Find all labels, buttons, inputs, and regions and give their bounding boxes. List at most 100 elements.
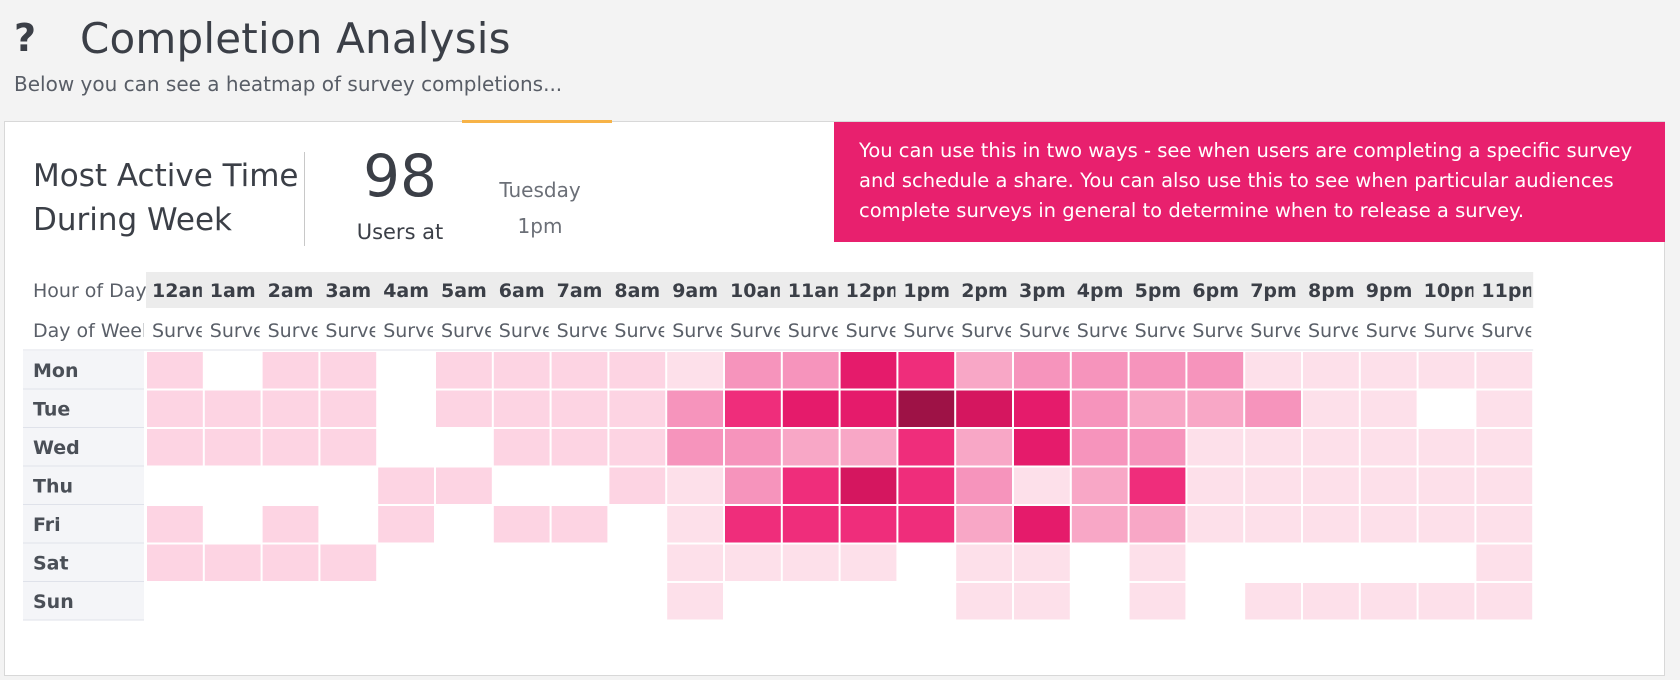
row-label-band-Sun (23, 582, 144, 620)
subheader-22: Surveys (1424, 320, 1500, 342)
heat-cell-Sun-6pm (1187, 583, 1244, 620)
heat-cell-Mon-3am (320, 352, 377, 389)
heat-cell-Wed-6pm (1187, 429, 1244, 466)
heat-cell-Mon-5am (436, 352, 492, 389)
heat-cell-Sat-3am (320, 544, 377, 581)
heat-cell-Fri-8pm (1303, 506, 1359, 543)
kpi-value: 98 (363, 142, 437, 210)
heat-cell-Tue-1pm (898, 390, 955, 427)
heat-cell-Wed-11am (782, 429, 839, 466)
heat-cell-Tue-8am (609, 390, 666, 427)
hour-tick-11am: 11am (788, 280, 847, 302)
heat-cell-Thu-6am (493, 467, 550, 504)
hour-tick-8pm: 8pm (1308, 280, 1355, 302)
heat-cell-Fri-5am (436, 506, 492, 543)
heat-cell-Fri-2am (262, 506, 319, 543)
heat-cell-Mon-9pm (1360, 352, 1417, 389)
heat-cell-Tue-7am (551, 390, 608, 427)
heat-cell-Wed-4pm (1071, 429, 1128, 466)
heat-cell-Sun-3pm (1014, 583, 1070, 620)
heat-cell-Mon-12pm (840, 352, 897, 389)
day-label-Mon: Mon (33, 360, 79, 382)
help-icon[interactable]: ? (14, 16, 37, 60)
heat-cell-Thu-3pm (1014, 467, 1070, 504)
heat-cell-Sun-11pm (1476, 583, 1533, 620)
info-box: You can use this in two ways - see when … (834, 122, 1665, 242)
hour-tick-7am: 7am (557, 280, 603, 302)
heat-cell-Sat-10pm (1418, 544, 1475, 581)
heat-cell-Mon-7am (551, 352, 608, 389)
page-subtitle: Below you can see a heatmap of survey co… (14, 72, 563, 96)
heat-cell-Wed-1am (204, 429, 261, 466)
heat-cell-Sat-9pm (1360, 544, 1417, 581)
kpi-label: Most Active Time During Week (33, 154, 298, 242)
heat-cell-Wed-5am (436, 429, 492, 466)
heat-cell-Tue-11pm (1476, 390, 1533, 427)
heat-cell-Sun-9pm (1360, 583, 1417, 620)
hour-header-band (146, 272, 1534, 308)
heat-cell-Wed-9am (667, 429, 723, 466)
day-label-Wed: Wed (33, 437, 80, 459)
heat-cell-Sun-4pm (1071, 583, 1128, 620)
heat-cell-Thu-10pm (1418, 467, 1475, 504)
subheader-4: Surveys (383, 320, 459, 342)
heat-cell-Thu-5pm (1129, 467, 1186, 504)
heat-cell-Fri-11am (782, 506, 839, 543)
heat-cell-Fri-12am (147, 506, 203, 543)
heat-cell-Sun-1pm (898, 583, 955, 620)
heat-cell-Wed-12am (147, 429, 203, 466)
heat-cell-Wed-3am (320, 429, 377, 466)
heat-cell-Wed-11pm (1476, 429, 1533, 466)
heat-cell-Mon-8pm (1303, 352, 1359, 389)
heat-cell-Wed-2am (262, 429, 319, 466)
heat-cell-Sun-2pm (956, 583, 1012, 620)
heat-cell-Thu-8am (609, 467, 666, 504)
subheader-23: Surveys (1481, 320, 1557, 342)
heat-cell-Sat-1pm (898, 544, 955, 581)
heat-cell-Sat-11pm (1476, 544, 1533, 581)
heat-cell-Sun-12pm (840, 583, 897, 620)
heat-cell-Tue-12am (147, 390, 203, 427)
hour-tick-3am: 3am (325, 280, 371, 302)
heat-cell-Tue-7pm (1245, 390, 1301, 427)
hour-tick-6pm: 6pm (1192, 280, 1239, 302)
heat-cell-Sat-12am (147, 544, 203, 581)
heat-cell-Fri-9am (667, 506, 723, 543)
heat-cell-Sun-5am (436, 583, 492, 620)
subheader-5: Surveys (441, 320, 517, 342)
heat-cell-Tue-3pm (1014, 390, 1070, 427)
heat-cell-Thu-1pm (898, 467, 955, 504)
heat-cell-Sat-8pm (1303, 544, 1359, 581)
subheader-2: Surveys (268, 320, 344, 342)
day-label-Thu: Thu (33, 476, 73, 498)
day-label-Sun: Sun (33, 591, 74, 613)
heat-cell-Thu-2am (262, 467, 319, 504)
heat-cell-Sat-1am (204, 544, 261, 581)
heat-cell-Fri-6pm (1187, 506, 1244, 543)
subheader-11: Surveys (788, 320, 864, 342)
heat-cell-Fri-5pm (1129, 506, 1186, 543)
heat-cell-Wed-1pm (898, 429, 955, 466)
subheader-10: Surveys (730, 320, 806, 342)
day-label-Tue: Tue (33, 399, 70, 421)
heat-cell-Tue-12pm (840, 390, 897, 427)
heat-cell-Tue-6am (493, 390, 550, 427)
heat-cell-Sat-12pm (840, 544, 897, 581)
heat-cell-Sat-4am (378, 544, 434, 581)
heat-cell-Fri-1am (204, 506, 261, 543)
hour-tick-9am: 9am (672, 280, 718, 302)
heat-cell-Thu-1am (204, 467, 261, 504)
hour-tick-9pm: 9pm (1366, 280, 1413, 302)
heat-cell-Fri-9pm (1360, 506, 1417, 543)
heat-cell-Tue-4pm (1071, 390, 1128, 427)
heat-cell-Thu-12am (147, 467, 203, 504)
hour-tick-4am: 4am (383, 280, 429, 302)
heat-cell-Mon-2am (262, 352, 319, 389)
heat-cell-Mon-1pm (898, 352, 955, 389)
heat-cell-Fri-7pm (1245, 506, 1301, 543)
heat-cell-Wed-6am (493, 429, 550, 466)
row-label-band-Wed (23, 428, 144, 466)
heat-cell-Mon-5pm (1129, 352, 1186, 389)
heat-cell-Sat-9am (667, 544, 723, 581)
x-header-label: Hour of Day (33, 280, 147, 302)
